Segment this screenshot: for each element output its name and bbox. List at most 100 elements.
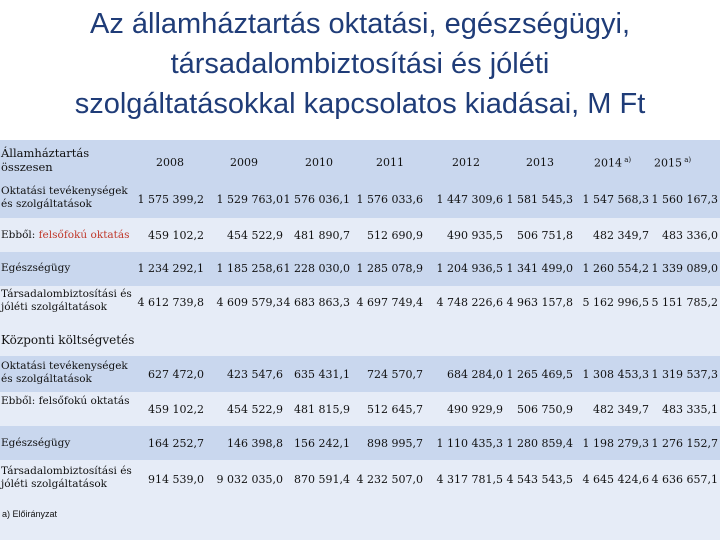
section1-cell: 481 890,7 xyxy=(294,229,350,242)
row-band xyxy=(0,140,720,180)
section2-cell: 506 750,9 xyxy=(517,403,573,416)
section2-cell: 914 539,0 xyxy=(148,473,204,486)
year-header: 2012 xyxy=(452,156,480,169)
section1-row-label: Ebből: felsőfokú oktatás xyxy=(1,229,130,241)
section1-cell: 4 697 749,4 xyxy=(356,296,423,309)
year-header: 2009 xyxy=(230,156,258,169)
section2-cell: 4 317 781,5 xyxy=(436,473,503,486)
section-title: Központi költségvetés xyxy=(1,333,135,347)
section1-cell: 4 963 157,8 xyxy=(506,296,573,309)
year-header: 2010 xyxy=(305,156,333,169)
section1-cell: 1 204 936,5 xyxy=(436,262,503,275)
section2-cell: 512 645,7 xyxy=(367,403,423,416)
section2-cell: 146 398,8 xyxy=(227,437,283,450)
row-band xyxy=(0,326,720,356)
year-header: 2008 xyxy=(156,156,184,169)
slide-title: Az államháztartás oktatási, egészségügyi… xyxy=(0,4,720,124)
section1-cell: 482 349,7 xyxy=(593,229,649,242)
year-header: 2014 a) xyxy=(594,156,632,170)
section1-cell: 483 336,0 xyxy=(662,229,718,242)
section2-cell: 898 995,7 xyxy=(367,437,423,450)
section1-cell: 1 581 545,3 xyxy=(506,193,573,206)
year-footnote-marker: a) xyxy=(682,156,692,164)
section2-cell: 4 232 507,0 xyxy=(356,473,423,486)
section2-cell: 459 102,2 xyxy=(148,403,204,416)
row-band xyxy=(0,218,720,252)
title-line-3: szolgáltatásokkal kapcsolatos kiadásai, … xyxy=(74,88,646,120)
section2-cell: 627 472,0 xyxy=(148,368,204,381)
row-band xyxy=(0,502,720,540)
section1-cell: 1 285 078,9 xyxy=(356,262,423,275)
section1-cell: 5 162 996,5 xyxy=(582,296,649,309)
section2-cell: 423 547,6 xyxy=(227,368,283,381)
section2-cell: 635 431,1 xyxy=(294,368,350,381)
section2-row-label: Oktatási tevékenységek és szolgáltatások xyxy=(1,360,128,385)
section2-cell: 9 032 035,0 xyxy=(216,473,283,486)
section1-cell: 1 576 036,1 xyxy=(283,193,350,206)
section1-cell: 506 751,8 xyxy=(517,229,573,242)
section2-cell: 1 319 537,3 xyxy=(651,368,718,381)
row-band xyxy=(0,180,720,218)
section1-cell: 1 339 089,0 xyxy=(651,262,718,275)
year-header: 2011 xyxy=(376,156,404,169)
year-footnote-marker: a) xyxy=(622,156,632,164)
section2-cell: 1 308 453,3 xyxy=(582,368,649,381)
section1-cell: 4 683 863,3 xyxy=(283,296,350,309)
row-band xyxy=(0,426,720,460)
section1-cell: 1 447 309,6 xyxy=(436,193,503,206)
year-header: 2013 xyxy=(526,156,554,169)
section1-cell: 1 576 033,6 xyxy=(356,193,423,206)
section2-cell: 482 349,7 xyxy=(593,403,649,416)
section1-cell: 490 935,5 xyxy=(447,229,503,242)
section2-cell: 4 645 424,6 xyxy=(582,473,649,486)
section2-cell: 4 543 543,5 xyxy=(506,473,573,486)
section2-cell: 1 276 152,7 xyxy=(651,437,718,450)
section1-row-label: Egészségügy xyxy=(1,262,71,274)
section2-cell: 490 929,9 xyxy=(447,403,503,416)
section1-cell: 1 547 568,3 xyxy=(582,193,649,206)
row-band xyxy=(0,356,720,392)
section1-cell: 1 575 399,2 xyxy=(137,193,204,206)
section2-cell: 483 335,1 xyxy=(662,403,718,416)
title-line-1: Az államháztartás oktatási, egészségügyi… xyxy=(90,8,630,40)
section1-cell: 512 690,9 xyxy=(367,229,423,242)
section2-cell: 4 636 657,1 xyxy=(651,473,718,486)
section2-cell: 164 252,7 xyxy=(148,437,204,450)
section1-row-label: Oktatási tevékenységek és szolgáltatások xyxy=(1,185,128,210)
section1-cell: 1 529 763,0 xyxy=(216,193,283,206)
section1-cell: 4 609 579,3 xyxy=(216,296,283,309)
section1-row-label: Társadalombiztosítási és jóléti szolgált… xyxy=(1,288,132,313)
row-band xyxy=(0,460,720,502)
section2-cell: 1 110 435,3 xyxy=(436,437,503,450)
section2-cell: 454 522,9 xyxy=(227,403,283,416)
section2-cell: 1 265 469,5 xyxy=(506,368,573,381)
row-band xyxy=(0,252,720,286)
section2-cell: 1 198 279,3 xyxy=(582,437,649,450)
section2-cell: 870 591,4 xyxy=(294,473,350,486)
section1-cell: 1 260 554,2 xyxy=(582,262,649,275)
section1-cell: 1 228 030,0 xyxy=(283,262,350,275)
section2-cell: 724 570,7 xyxy=(367,368,423,381)
section2-cell: 684 284,0 xyxy=(447,368,503,381)
table-header-label: Államháztartás összesen xyxy=(1,146,90,174)
title-line-2: társadalombiztosítási és jóléti xyxy=(170,48,550,80)
section2-cell: 156 242,1 xyxy=(294,437,350,450)
section2-cell: 481 815,9 xyxy=(294,403,350,416)
row-band xyxy=(0,286,720,326)
section1-cell: 459 102,2 xyxy=(148,229,204,242)
footnote: a) Előirányzat xyxy=(2,509,58,519)
section1-cell: 1 560 167,3 xyxy=(651,193,718,206)
section2-row-label: Társadalombiztosítási és jóléti szolgált… xyxy=(1,465,132,490)
row-band xyxy=(0,392,720,426)
section1-cell: 5 151 785,2 xyxy=(651,296,718,309)
section1-cell: 1 185 258,6 xyxy=(216,262,283,275)
section1-cell: 1 234 292,1 xyxy=(137,262,204,275)
section2-cell: 1 280 859,4 xyxy=(506,437,573,450)
section1-cell: 454 522,9 xyxy=(227,229,283,242)
highlighted-label: felsőfokú oktatás xyxy=(38,229,130,241)
section2-row-label: Ebből: felsőfokú oktatás xyxy=(1,395,130,407)
section1-cell: 4 612 739,8 xyxy=(137,296,204,309)
section1-cell: 4 748 226,6 xyxy=(436,296,503,309)
section1-cell: 1 341 499,0 xyxy=(506,262,573,275)
section2-row-label: Egészségügy xyxy=(1,437,71,449)
